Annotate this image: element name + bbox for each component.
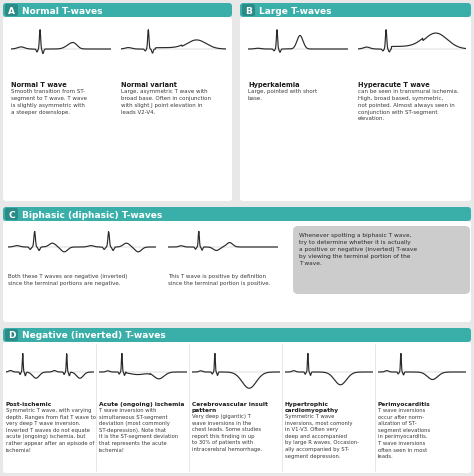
FancyBboxPatch shape [3, 208, 471, 221]
Text: This T wave is positive by definition
since the terminal portion is positive.: This T wave is positive by definition si… [168, 273, 270, 285]
FancyBboxPatch shape [240, 4, 471, 18]
Text: Post-ischemic: Post-ischemic [6, 401, 52, 406]
Text: D: D [8, 331, 15, 340]
Text: Normal T-waves: Normal T-waves [22, 7, 102, 15]
Text: Symmetric T wave, with varying
depth. Ranges from flat T wave to
very deep T wav: Symmetric T wave, with varying depth. Ra… [6, 407, 96, 452]
FancyBboxPatch shape [3, 4, 232, 18]
FancyBboxPatch shape [3, 328, 471, 342]
FancyBboxPatch shape [240, 18, 471, 201]
Text: A: A [8, 7, 15, 15]
Text: Large T-waves: Large T-waves [259, 7, 331, 15]
Text: Symmetric T wave
inversions, most comonly
in V1-V3. Often very
deep and accompan: Symmetric T wave inversions, most comonl… [285, 413, 359, 457]
Text: Normal variant: Normal variant [121, 82, 177, 88]
FancyBboxPatch shape [5, 5, 18, 17]
FancyBboxPatch shape [3, 18, 232, 201]
FancyBboxPatch shape [3, 221, 471, 322]
Text: B: B [245, 7, 252, 15]
Text: Hypertrophic
cardiomyopathy: Hypertrophic cardiomyopathy [285, 401, 339, 412]
Text: Biphasic (diphasic) T-waves: Biphasic (diphasic) T-waves [22, 210, 162, 219]
FancyBboxPatch shape [5, 208, 18, 220]
Text: C: C [8, 210, 15, 219]
Text: T wave inversion with
simultaneous ST-segment
deviation (most commonly
ST-depres: T wave inversion with simultaneous ST-se… [99, 407, 178, 452]
Text: Hyperacute T wave: Hyperacute T wave [358, 82, 430, 88]
Text: Whenever spotting a biphasic T wave,
try to determine whether it is actually
a p: Whenever spotting a biphasic T wave, try… [299, 232, 417, 266]
Text: Acute (ongoing) ischemia: Acute (ongoing) ischemia [99, 401, 184, 406]
Text: Both these T waves are negative (inverted)
since the terminal portions are negat: Both these T waves are negative (inverte… [8, 273, 128, 285]
Text: Large, asymmetric T wave with
broad base. Often in conjunction
with slight J poi: Large, asymmetric T wave with broad base… [121, 89, 211, 114]
FancyBboxPatch shape [242, 5, 255, 17]
Text: Cerebrovascular insult
pattern: Cerebrovascular insult pattern [192, 401, 268, 412]
Text: Large, pointed with short
base.: Large, pointed with short base. [248, 89, 317, 101]
FancyBboxPatch shape [5, 329, 18, 341]
Text: Normal T wave: Normal T wave [11, 82, 67, 88]
Text: Smooth transition from ST-
segment to T wave. T wave
is slightly asymmetric with: Smooth transition from ST- segment to T … [11, 89, 87, 114]
Text: T wave inversions
occur after norm-
alization of ST-
segment elevations
in perim: T wave inversions occur after norm- aliz… [378, 407, 430, 458]
Text: Perimyocarditis: Perimyocarditis [378, 401, 431, 406]
Text: Very deep (gigantic) T
wave inversions in the
chest leads. Some studies
report t: Very deep (gigantic) T wave inversions i… [192, 413, 262, 451]
Text: can be seen in transmural ischemia.
High, broad based, symmetric,
not pointed. A: can be seen in transmural ischemia. High… [358, 89, 459, 121]
FancyBboxPatch shape [3, 342, 471, 473]
FancyBboxPatch shape [293, 227, 470, 294]
Text: Hyperkalemia: Hyperkalemia [248, 82, 300, 88]
Text: Negative (inverted) T-waves: Negative (inverted) T-waves [22, 331, 166, 340]
